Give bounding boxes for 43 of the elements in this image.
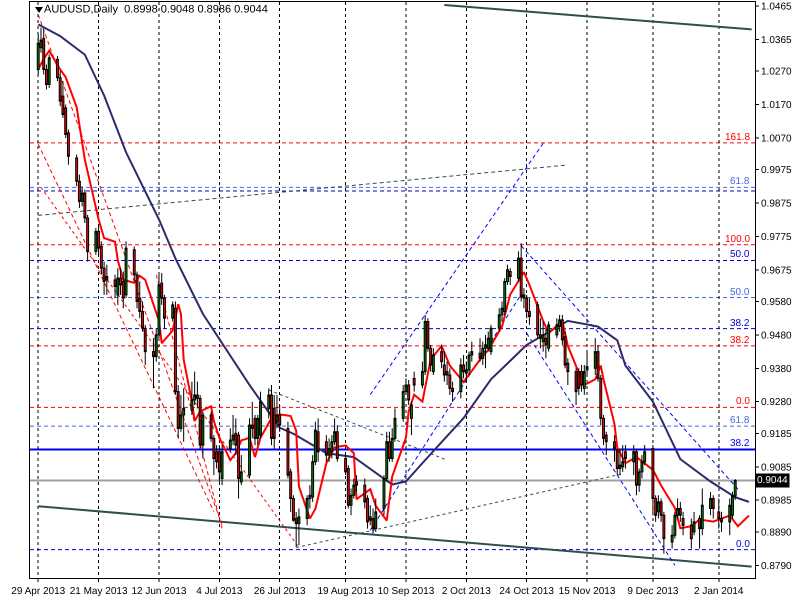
x-tick-label: 15 Nov 2013 — [558, 586, 616, 597]
x-tick-label: 9 Dec 2013 — [627, 586, 679, 597]
y-tick-label: 0.9085 — [761, 462, 792, 474]
annotation: 61.8 — [730, 415, 750, 426]
y-tick-label: 1.0465 — [761, 2, 792, 13]
y-tick-label: 0.9280 — [761, 397, 792, 408]
x-tick-label: 2 Jan 2014 — [694, 586, 744, 597]
ref-line-label: 0.9044 — [757, 475, 788, 486]
annotation: 38.2 — [730, 335, 750, 346]
y-tick-label: 0.9380 — [761, 364, 792, 375]
annotation: 100.0 — [725, 234, 750, 245]
annotation: 0.0 — [736, 539, 750, 550]
x-tick-label: 26 Jul 2013 — [254, 586, 306, 597]
annotation: 50.0 — [730, 249, 750, 260]
y-tick-label: 0.8890 — [761, 527, 792, 538]
y-tick-label: 1.0270 — [761, 66, 792, 78]
y-tick-label: 0.9775 — [761, 232, 792, 243]
x-tick-label: 4 Jul 2013 — [196, 586, 243, 597]
x-tick-label: 29 Apr 2013 — [11, 586, 66, 597]
annotation: 61.8 — [730, 176, 750, 187]
y-tick-label: 1.0070 — [761, 133, 792, 144]
annotation: 38.2 — [730, 438, 750, 449]
annotation: 50.0 — [730, 287, 750, 298]
chart-title: AUDUSD,Daily 0.8998 0.9048 0.8986 0.9044 — [44, 4, 268, 16]
y-tick-label: 0.9875 — [761, 198, 792, 210]
y-tick-label: 0.9675 — [761, 265, 792, 276]
x-tick-label: 21 May 2013 — [70, 586, 128, 597]
y-tick-label: 0.9185 — [761, 428, 792, 440]
x-tick-label: 2 Oct 2013 — [442, 586, 492, 597]
annotation: 0.0 — [736, 396, 750, 407]
x-tick-label: 12 Jun 2013 — [131, 586, 187, 597]
x-tick-label: 24 Oct 2013 — [499, 586, 554, 597]
y-tick-label: 0.9580 — [761, 297, 792, 308]
annotation: 38.2 — [730, 318, 750, 329]
y-tick-label: 1.0365 — [761, 34, 792, 46]
y-tick-label: 1.0170 — [761, 100, 792, 112]
y-tick-label: 0.9480 — [761, 330, 792, 342]
annotation: 161.8 — [725, 132, 750, 143]
x-tick-label: 19 Aug 2013 — [317, 586, 374, 597]
y-tick-label: 0.8790 — [761, 560, 792, 572]
y-tick-label: 0.8985 — [761, 496, 792, 507]
x-tick-label: 10 Sep 2013 — [378, 586, 435, 597]
y-tick-label: 0.9975 — [761, 165, 792, 176]
